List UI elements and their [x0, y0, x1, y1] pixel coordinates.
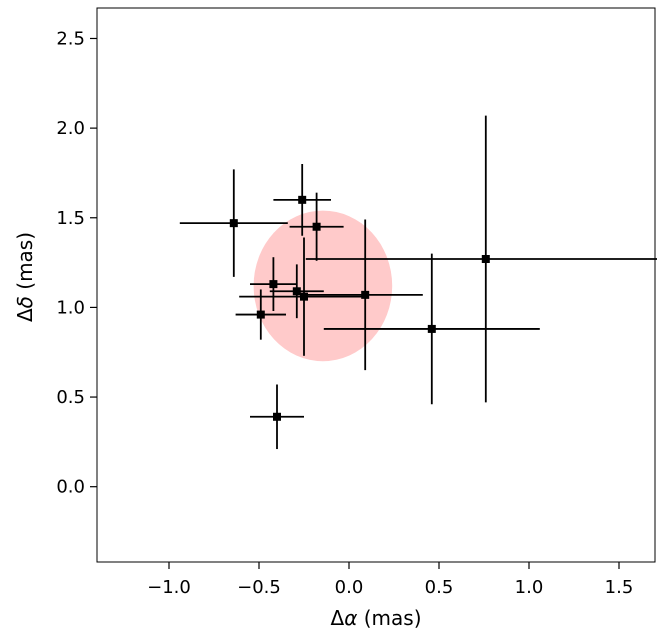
data-point-10: [323, 253, 540, 405]
y-tick-label: 2.0: [56, 118, 85, 139]
x-tick-label: 1.0: [515, 577, 544, 598]
square-marker: [361, 290, 370, 299]
square-marker: [312, 222, 321, 231]
x-tick-label: −0.5: [237, 577, 281, 598]
square-marker: [269, 280, 278, 289]
y-tick-label: 1.0: [56, 297, 85, 318]
square-marker: [481, 255, 490, 264]
data-point-9: [235, 289, 286, 340]
x-tick-label: 1.5: [605, 577, 634, 598]
y-tick-label: 0.0: [56, 477, 85, 498]
data-point-1: [179, 169, 288, 277]
y-axis-label-prefix: Δ: [13, 308, 37, 322]
uncertainty-region: [253, 210, 393, 362]
x-axis-label-prefix: Δ: [331, 606, 345, 630]
x-tick-label: −1.0: [147, 577, 191, 598]
axis-ticks: −1.0 −0.5 0.0 0.5 1.0 1.5 0.0 0.5 1.0 1.5 2.0 2.5: [56, 28, 633, 598]
y-tick-label: 0.5: [56, 387, 85, 408]
x-tick-label: 0.0: [335, 577, 364, 598]
y-tick-label: 1.5: [56, 208, 85, 229]
plot-area: [179, 115, 657, 450]
x-axis-label: Δα (mas): [331, 606, 422, 630]
square-marker: [300, 292, 308, 301]
data-point-8: [307, 219, 423, 371]
plot-frame: [96, 7, 656, 563]
data-point-3: [289, 192, 344, 261]
y-axis-label-unit: (mas): [13, 232, 37, 296]
y-axis-label-symbol: δ: [13, 296, 37, 308]
square-marker: [256, 310, 265, 319]
square-marker: [229, 219, 238, 228]
data-point-11: [250, 384, 304, 450]
x-axis-label-symbol: α: [344, 606, 357, 630]
data-point-5: [250, 257, 297, 311]
y-axis-label: Δδ (mas): [13, 232, 37, 322]
data-point-6: [269, 264, 324, 319]
data-point-2: [273, 163, 331, 236]
y-tick-label: 2.5: [56, 28, 85, 49]
square-marker: [292, 287, 301, 296]
x-tick-label: 0.5: [425, 577, 454, 598]
x-axis-label-unit: (mas): [357, 606, 421, 630]
square-marker: [298, 195, 307, 204]
square-marker: [273, 412, 281, 421]
square-marker: [427, 324, 436, 333]
